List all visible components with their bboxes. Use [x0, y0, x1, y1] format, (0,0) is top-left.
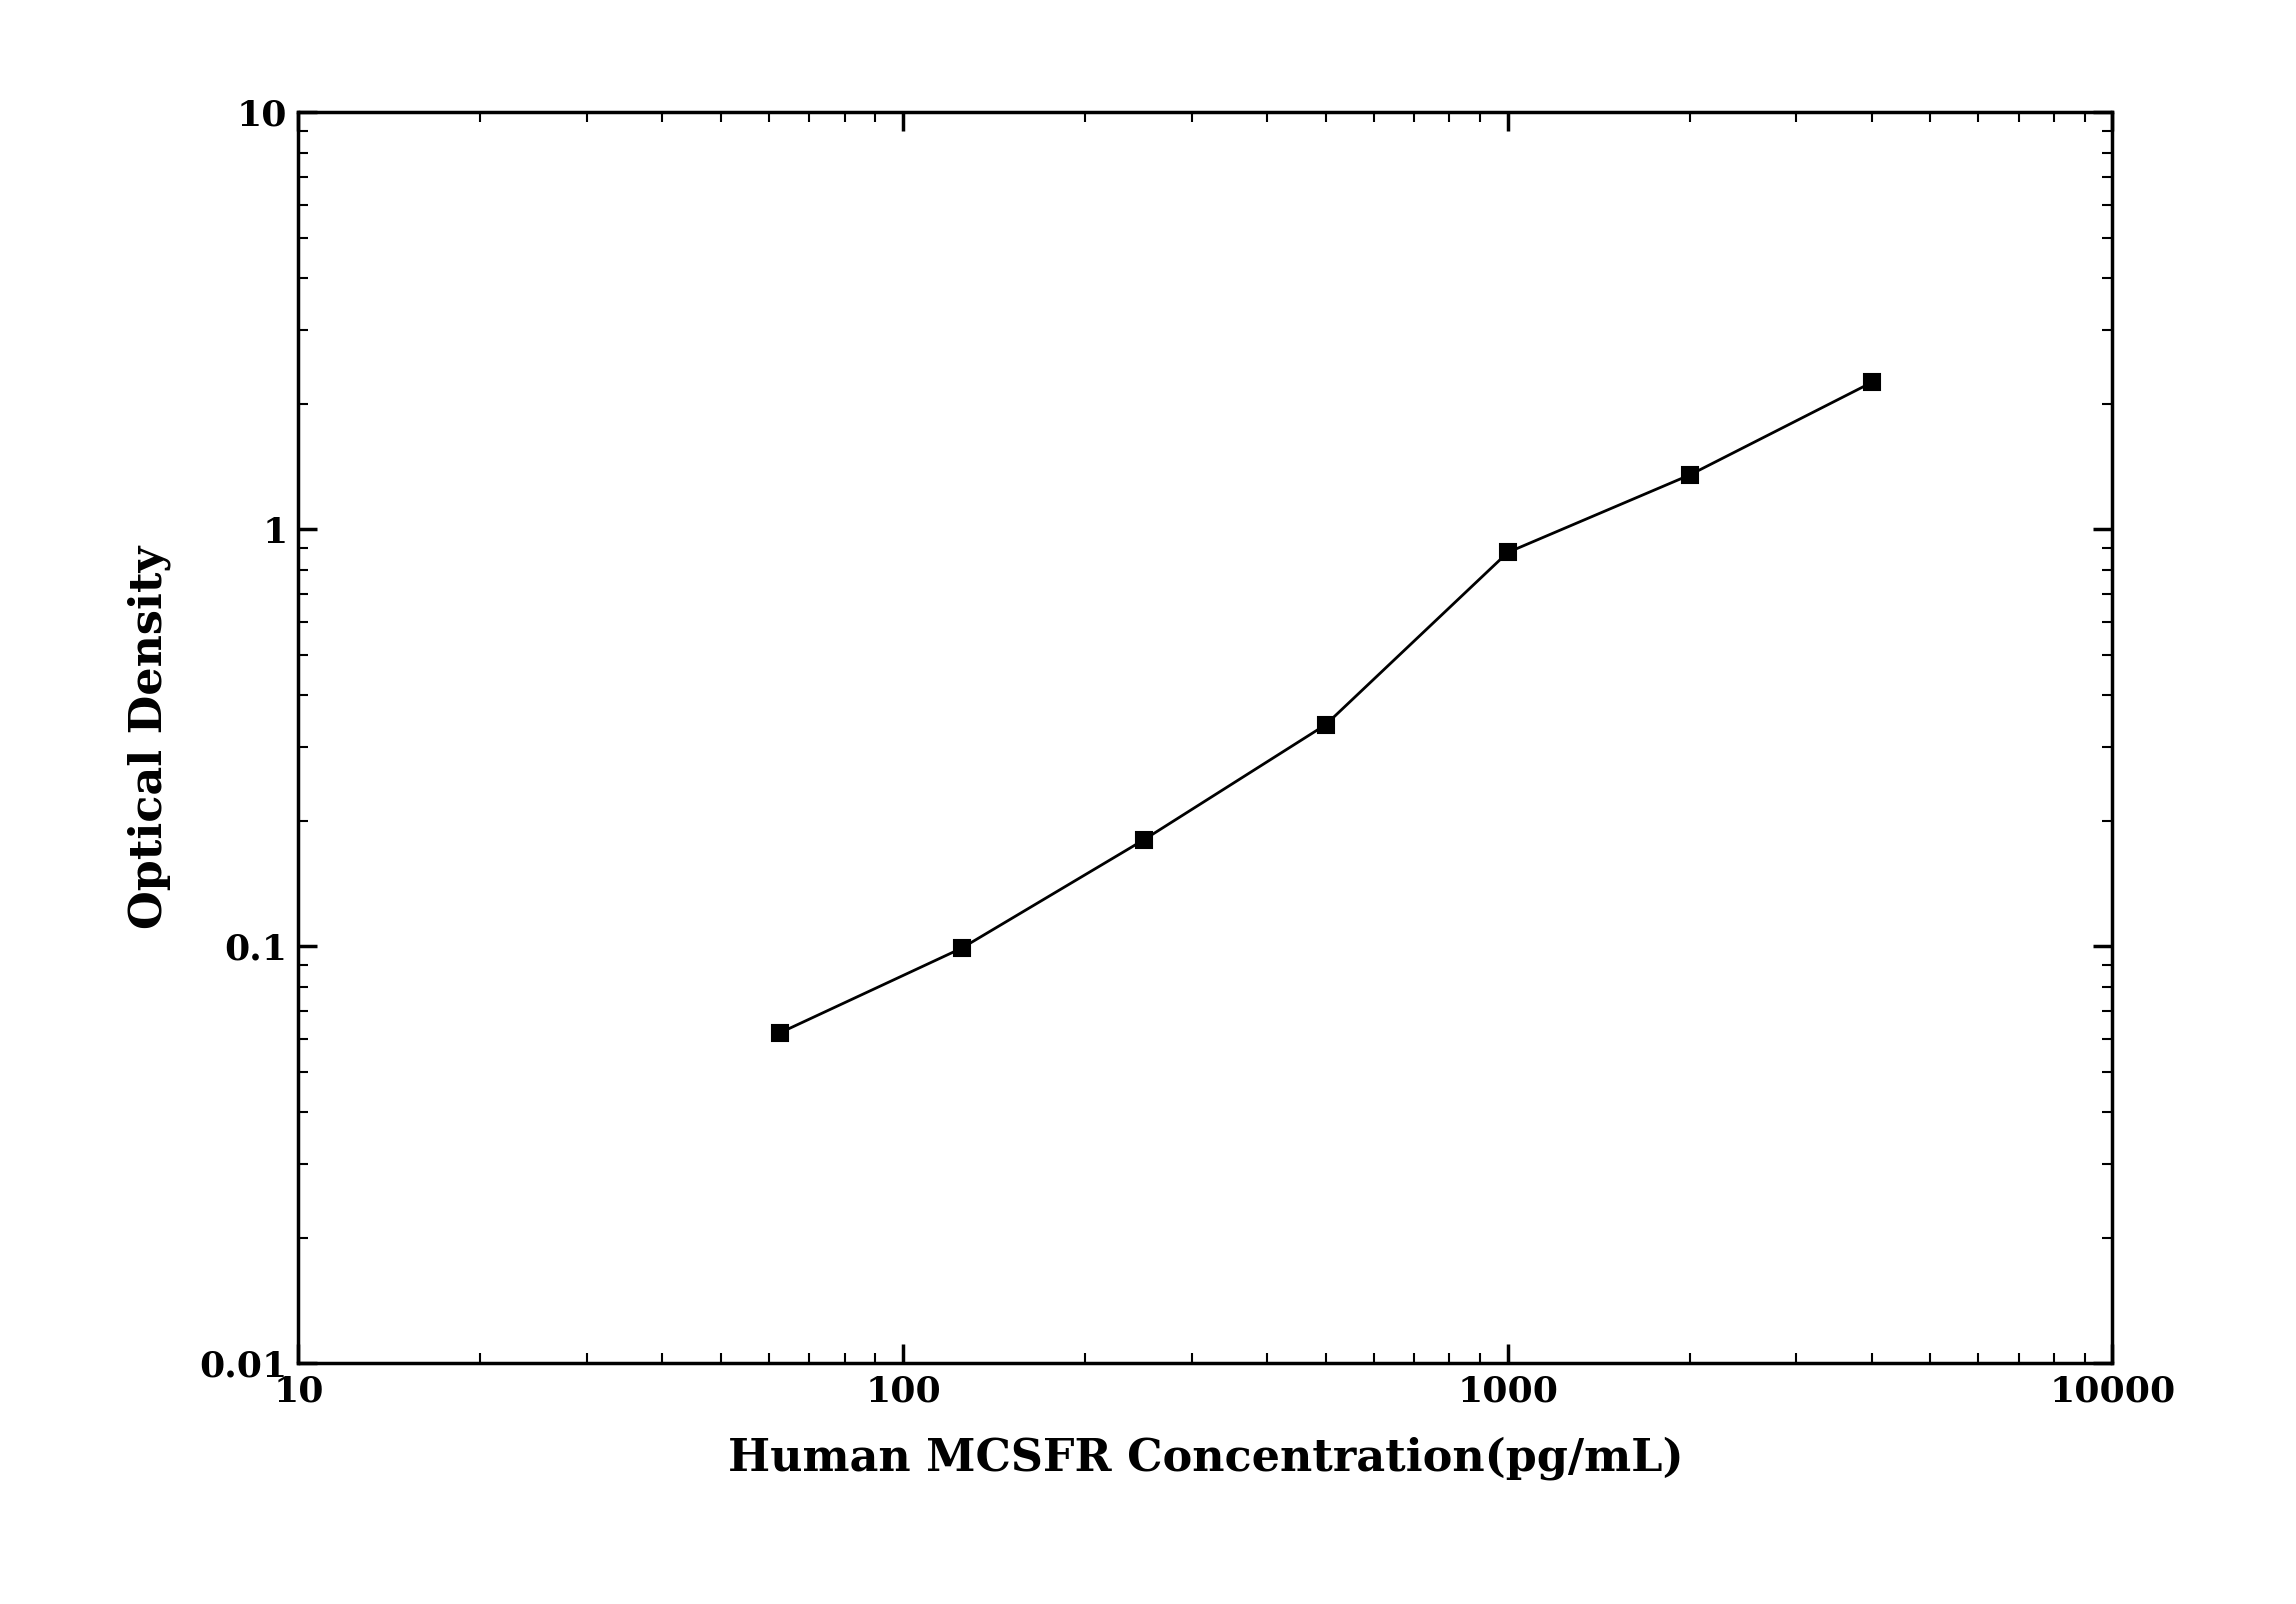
- X-axis label: Human MCSFR Concentration(pg/mL): Human MCSFR Concentration(pg/mL): [728, 1436, 1683, 1480]
- Y-axis label: Optical Density: Optical Density: [129, 547, 172, 929]
